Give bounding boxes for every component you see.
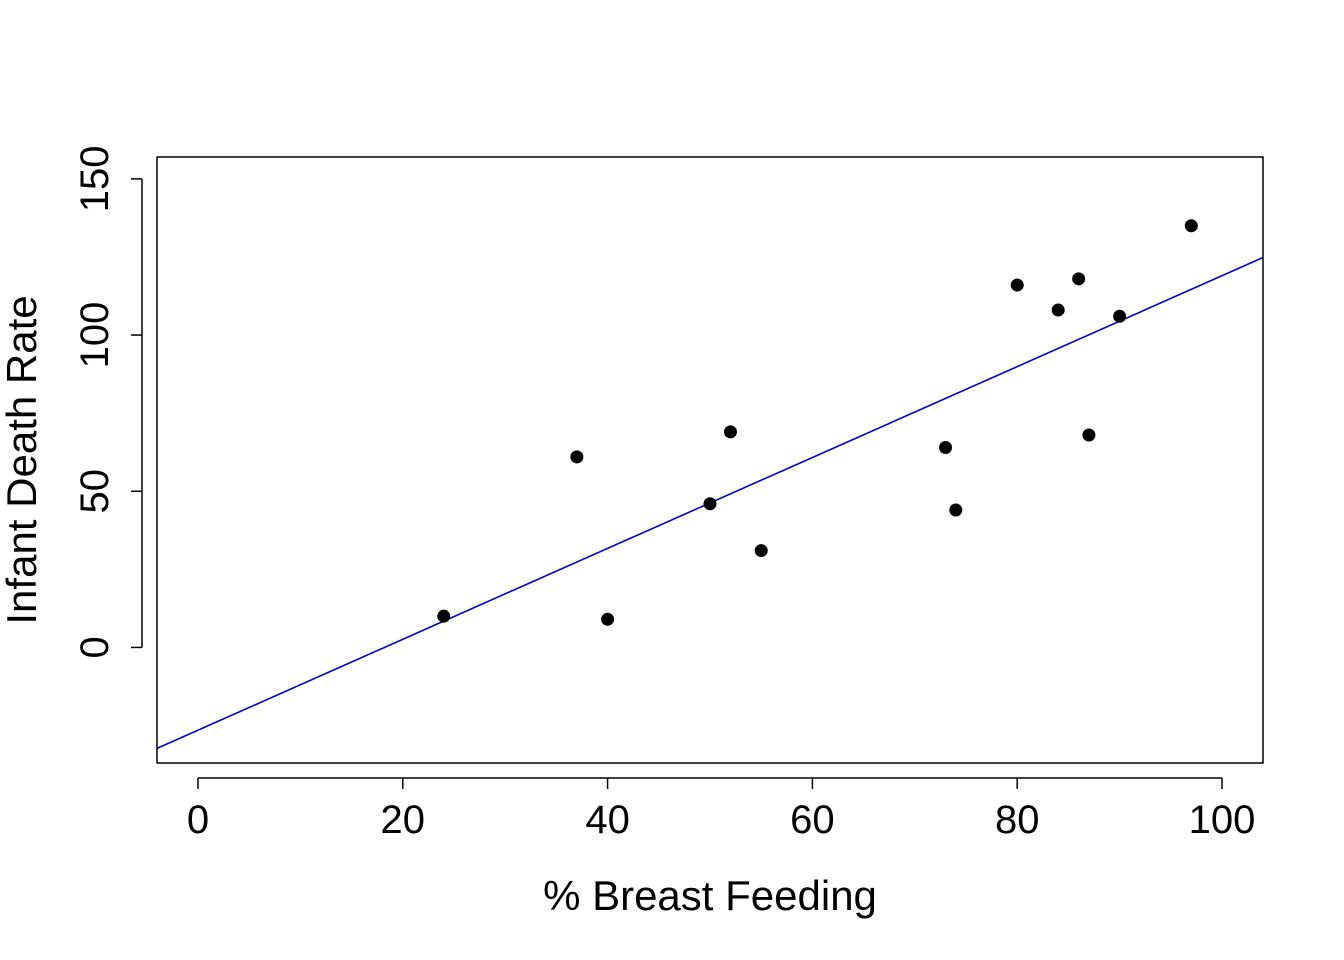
data-point xyxy=(1010,278,1024,292)
y-tick-label: 50 xyxy=(73,469,117,514)
data-point xyxy=(437,609,451,623)
data-point xyxy=(939,441,953,455)
data-point xyxy=(1051,303,1065,317)
x-axis: 0 20 40 60 80 100 xyxy=(187,777,1256,842)
data-point xyxy=(1082,428,1096,442)
x-tick-label: 80 xyxy=(995,798,1040,842)
data-point xyxy=(601,612,615,626)
y-axis-title: Infant Death Rate xyxy=(0,295,45,624)
y-tick-label: 100 xyxy=(73,302,117,369)
y-tick-label: 150 xyxy=(73,145,117,212)
data-point xyxy=(723,425,737,439)
data-point xyxy=(703,497,717,511)
data-point xyxy=(1113,309,1127,323)
y-axis: 0 50 100 150 xyxy=(73,145,143,659)
data-point xyxy=(1184,219,1198,233)
y-tick-label: 0 xyxy=(73,636,117,658)
x-tick-label: 100 xyxy=(1189,798,1256,842)
data-point xyxy=(570,450,584,464)
data-point xyxy=(754,544,768,558)
x-tick-label: 0 xyxy=(187,798,209,842)
x-tick-label: 20 xyxy=(381,798,426,842)
data-point xyxy=(1072,272,1086,286)
x-axis-title: % Breast Feeding xyxy=(543,872,877,919)
x-tick-label: 60 xyxy=(790,798,835,842)
x-tick-label: 40 xyxy=(585,798,630,842)
plot-frame xyxy=(156,156,1264,764)
data-point xyxy=(949,503,963,517)
